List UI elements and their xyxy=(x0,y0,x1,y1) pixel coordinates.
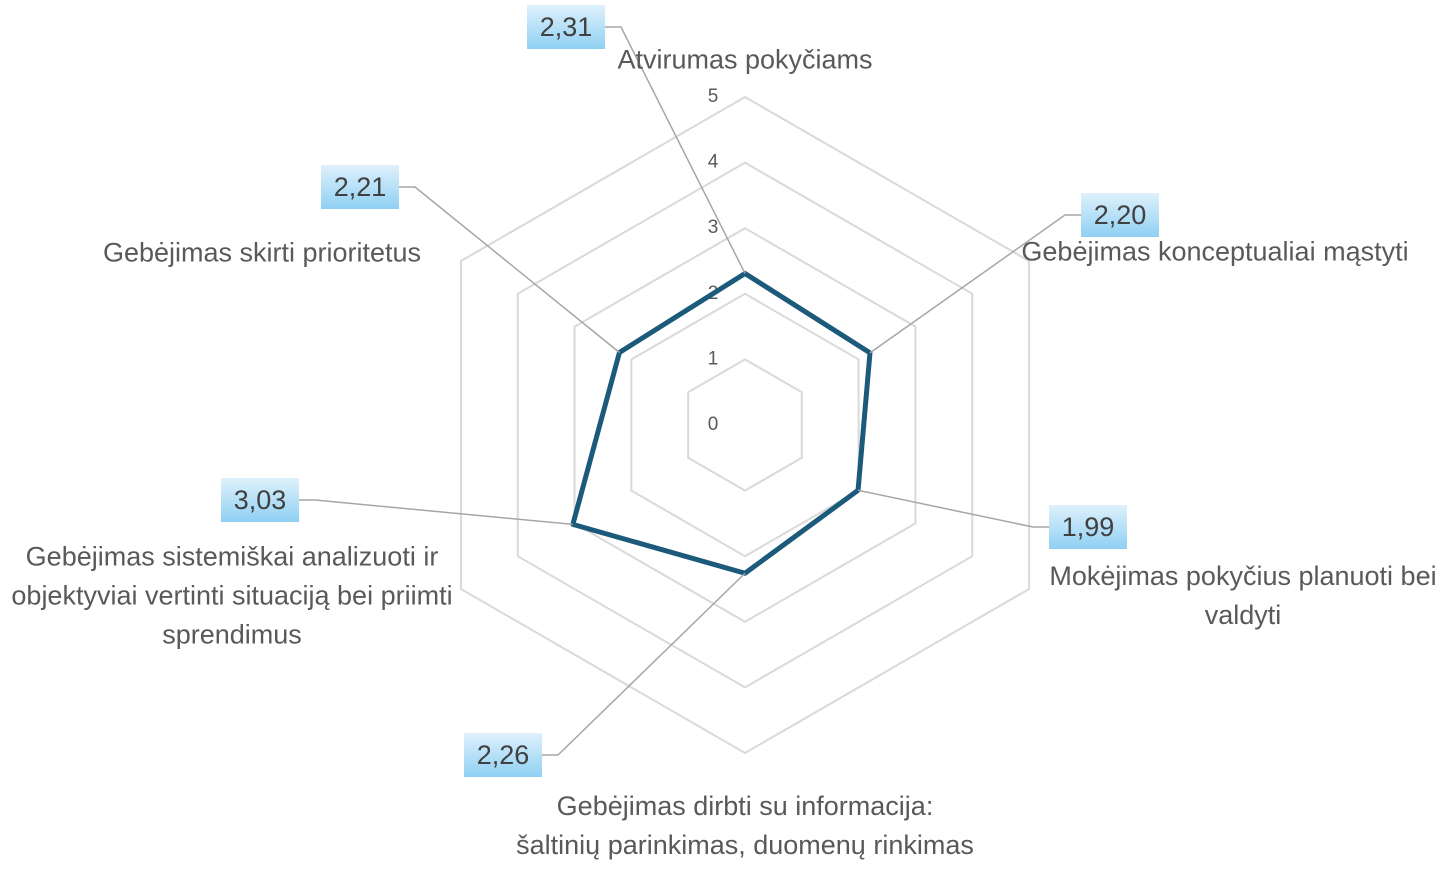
data-label: 2,20 xyxy=(1081,193,1159,237)
axis-label: Gebėjimas dirbti su informacija: šaltini… xyxy=(516,791,974,860)
r-tick-label: 3 xyxy=(708,217,719,238)
axis-label: Gebėjimas sistemiškai analizuoti ir obje… xyxy=(11,541,453,650)
r-tick-label: 4 xyxy=(708,152,719,173)
leader-line xyxy=(542,572,746,756)
data-label: 1,99 xyxy=(1049,505,1127,549)
data-label: 2,26 xyxy=(464,733,542,777)
grid-ring xyxy=(459,95,1031,755)
axis-label: Gebėjimas skirti prioritetus xyxy=(102,237,422,268)
leader-line xyxy=(869,214,1081,354)
grid-ring xyxy=(516,161,974,689)
r-tick-label: 1 xyxy=(708,348,719,369)
r-tick-label: 0 xyxy=(708,414,719,435)
data-line xyxy=(570,270,873,576)
data-label: 2,31 xyxy=(527,5,605,49)
axis-label: Mokėjimas pokyčius planuoti bei valdyti xyxy=(1049,561,1437,630)
grid-ring xyxy=(630,292,860,558)
leader-line xyxy=(605,26,746,274)
grid-ring xyxy=(687,358,803,492)
data-label: 3,03 xyxy=(221,478,299,522)
leader-line xyxy=(857,489,1049,528)
data-label: 2,21 xyxy=(321,165,399,209)
leader-line xyxy=(299,499,573,526)
r-tick-label: 5 xyxy=(708,86,719,107)
axis-label: Atvirumas pokyčiams xyxy=(617,44,873,75)
leader-line xyxy=(399,186,620,354)
axis-label: Gebėjimas konceptualiai mąstyti xyxy=(1021,236,1409,267)
grid-ring xyxy=(573,227,917,623)
